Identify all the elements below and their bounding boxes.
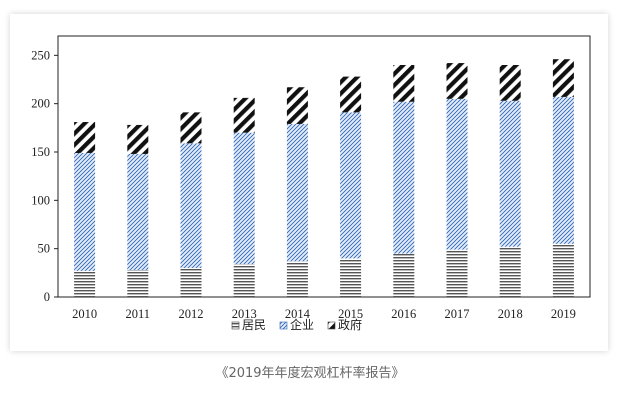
x-tick-label: 2018 bbox=[498, 307, 523, 321]
legend-label: 企业 bbox=[290, 317, 314, 332]
x-tick-label: 2013 bbox=[232, 307, 257, 321]
legend-swatch-企业 bbox=[279, 321, 288, 330]
bar-segment-2018-居民 bbox=[499, 246, 521, 297]
bar-segment-2015-企业 bbox=[340, 112, 362, 259]
bar-segment-2013-企业 bbox=[233, 132, 255, 265]
y-tick-label: 200 bbox=[31, 97, 50, 111]
x-tick-label: 2012 bbox=[179, 307, 204, 321]
legend-swatch-政府 bbox=[327, 321, 336, 330]
x-tick-label: 2017 bbox=[445, 307, 470, 321]
y-tick-label: 250 bbox=[31, 48, 50, 62]
bar-segment-2012-企业 bbox=[180, 143, 202, 268]
y-tick-label: 50 bbox=[38, 242, 51, 256]
bar-segment-2016-政府 bbox=[393, 65, 415, 102]
bar-segment-2010-企业 bbox=[74, 152, 96, 271]
bar-segment-2014-政府 bbox=[286, 87, 308, 124]
bar-segment-2019-企业 bbox=[552, 96, 574, 244]
bar-segment-2011-企业 bbox=[127, 153, 149, 270]
legend-swatch-居民 bbox=[231, 321, 240, 330]
bar-segment-2017-政府 bbox=[446, 63, 468, 99]
plot-area-frame bbox=[57, 35, 591, 298]
bar-segment-2014-居民 bbox=[286, 261, 308, 297]
bar-segment-2018-企业 bbox=[499, 100, 521, 247]
bar-segment-2015-政府 bbox=[340, 76, 362, 113]
stacked-bar-chart: 0 50 100 150 200 250 2010 2011 2012 2013 2014 2015… bbox=[31, 35, 591, 332]
bar-segment-2015-居民 bbox=[340, 258, 362, 297]
bar-segment-2018-政府 bbox=[499, 65, 521, 101]
x-tick-label: 2011 bbox=[126, 307, 151, 321]
bar-segment-2017-居民 bbox=[446, 249, 468, 297]
bar-segment-2012-政府 bbox=[180, 112, 202, 144]
bar-segment-2013-政府 bbox=[233, 97, 255, 133]
y-tick-label: 0 bbox=[44, 290, 50, 304]
bar-segment-2017-企业 bbox=[446, 98, 468, 250]
bar-segment-2010-居民 bbox=[74, 270, 96, 297]
x-tick-label: 2016 bbox=[391, 307, 416, 321]
bar-segment-2013-居民 bbox=[233, 264, 255, 297]
y-tick-label: 150 bbox=[31, 145, 50, 159]
bar-segment-2010-政府 bbox=[74, 122, 96, 153]
bar-segment-2019-居民 bbox=[552, 243, 574, 297]
bar-segment-2011-政府 bbox=[127, 124, 149, 154]
bar-segment-2016-居民 bbox=[393, 253, 415, 297]
y-tick-label: 100 bbox=[31, 193, 50, 207]
x-tick-label: 2014 bbox=[285, 307, 311, 321]
legend-label: 政府 bbox=[338, 317, 362, 332]
x-tick-label: 2010 bbox=[72, 307, 97, 321]
bar-segment-2016-企业 bbox=[393, 101, 415, 254]
figure-caption: 《2019年年度宏观杠杆率报告》 bbox=[215, 366, 405, 381]
chart-card: 0 50 100 150 200 250 2010 2011 2012 2013 2014 2015… bbox=[10, 14, 608, 351]
legend-label: 居民 bbox=[242, 318, 266, 332]
bar-segment-2014-企业 bbox=[286, 123, 308, 262]
x-tick-label: 2015 bbox=[338, 307, 363, 321]
x-tick-label: 2019 bbox=[551, 307, 576, 321]
bar-segment-2012-居民 bbox=[180, 268, 202, 297]
bar-segment-2019-政府 bbox=[552, 59, 574, 97]
bar-segment-2011-居民 bbox=[127, 269, 149, 297]
